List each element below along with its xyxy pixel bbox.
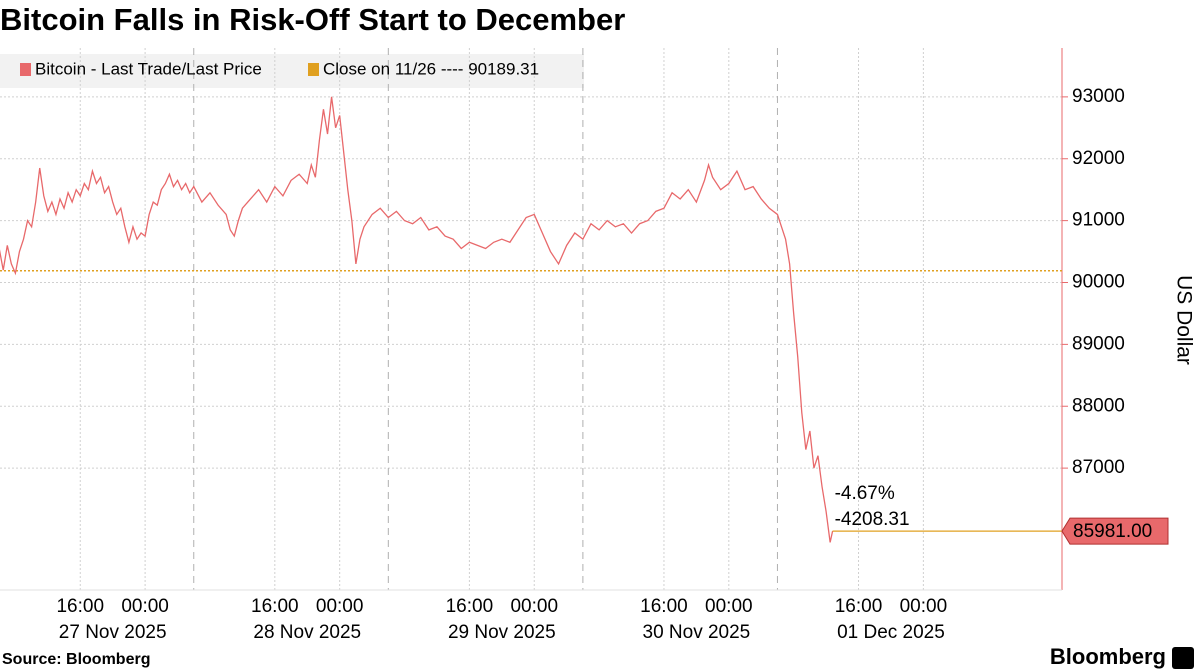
y-tick-label: 90000 (1072, 272, 1125, 293)
y-tick-label: 92000 (1072, 148, 1125, 169)
source: Source: Bloomberg (2, 651, 150, 668)
brand-icon (1172, 647, 1194, 669)
x-tick-label: 16:00 (251, 596, 299, 617)
brand: Bloomberg (1050, 644, 1166, 669)
x-tick-label: 16:00 (56, 596, 104, 617)
chart-title: Bitcoin Falls in Risk-Off Start to Decem… (0, 2, 625, 37)
change-annotation: -4.67% (835, 483, 895, 504)
legend-label: Bitcoin - Last Trade/Last Price (35, 59, 262, 78)
x-tick-label: 00:00 (510, 596, 558, 617)
x-date-label: 01 Dec 2025 (837, 622, 945, 643)
x-tick-label: 00:00 (705, 596, 753, 617)
y-tick-label: 91000 (1072, 210, 1125, 231)
x-tick-label: 16:00 (446, 596, 494, 617)
y-tick-label: 89000 (1072, 333, 1125, 354)
legend-swatch (308, 63, 319, 76)
legend-swatch (20, 63, 31, 76)
x-tick-label: 00:00 (121, 596, 169, 617)
x-tick-label: 00:00 (900, 596, 948, 617)
y-tick-label: 87000 (1072, 457, 1125, 478)
last-price-tag (1061, 517, 1169, 545)
y-tick-label: 88000 (1072, 395, 1125, 416)
x-tick-label: 16:00 (835, 596, 883, 617)
legend-label: Close on 11/26 ---- 90189.31 (323, 59, 539, 78)
last-price-label: 85981.00 (1073, 521, 1152, 542)
x-date-label: 30 Nov 2025 (643, 622, 751, 643)
y-axis-label: US Dollar (1172, 275, 1195, 365)
price-line (0, 96, 834, 543)
change-annotation: -4208.31 (835, 509, 910, 530)
legend-box (0, 54, 584, 88)
x-tick-label: 00:00 (316, 596, 364, 617)
y-tick-label: 93000 (1072, 86, 1125, 107)
x-date-label: 29 Nov 2025 (448, 622, 556, 643)
x-tick-label: 16:00 (640, 596, 688, 617)
x-date-label: 27 Nov 2025 (59, 622, 167, 643)
x-date-label: 28 Nov 2025 (253, 622, 361, 643)
